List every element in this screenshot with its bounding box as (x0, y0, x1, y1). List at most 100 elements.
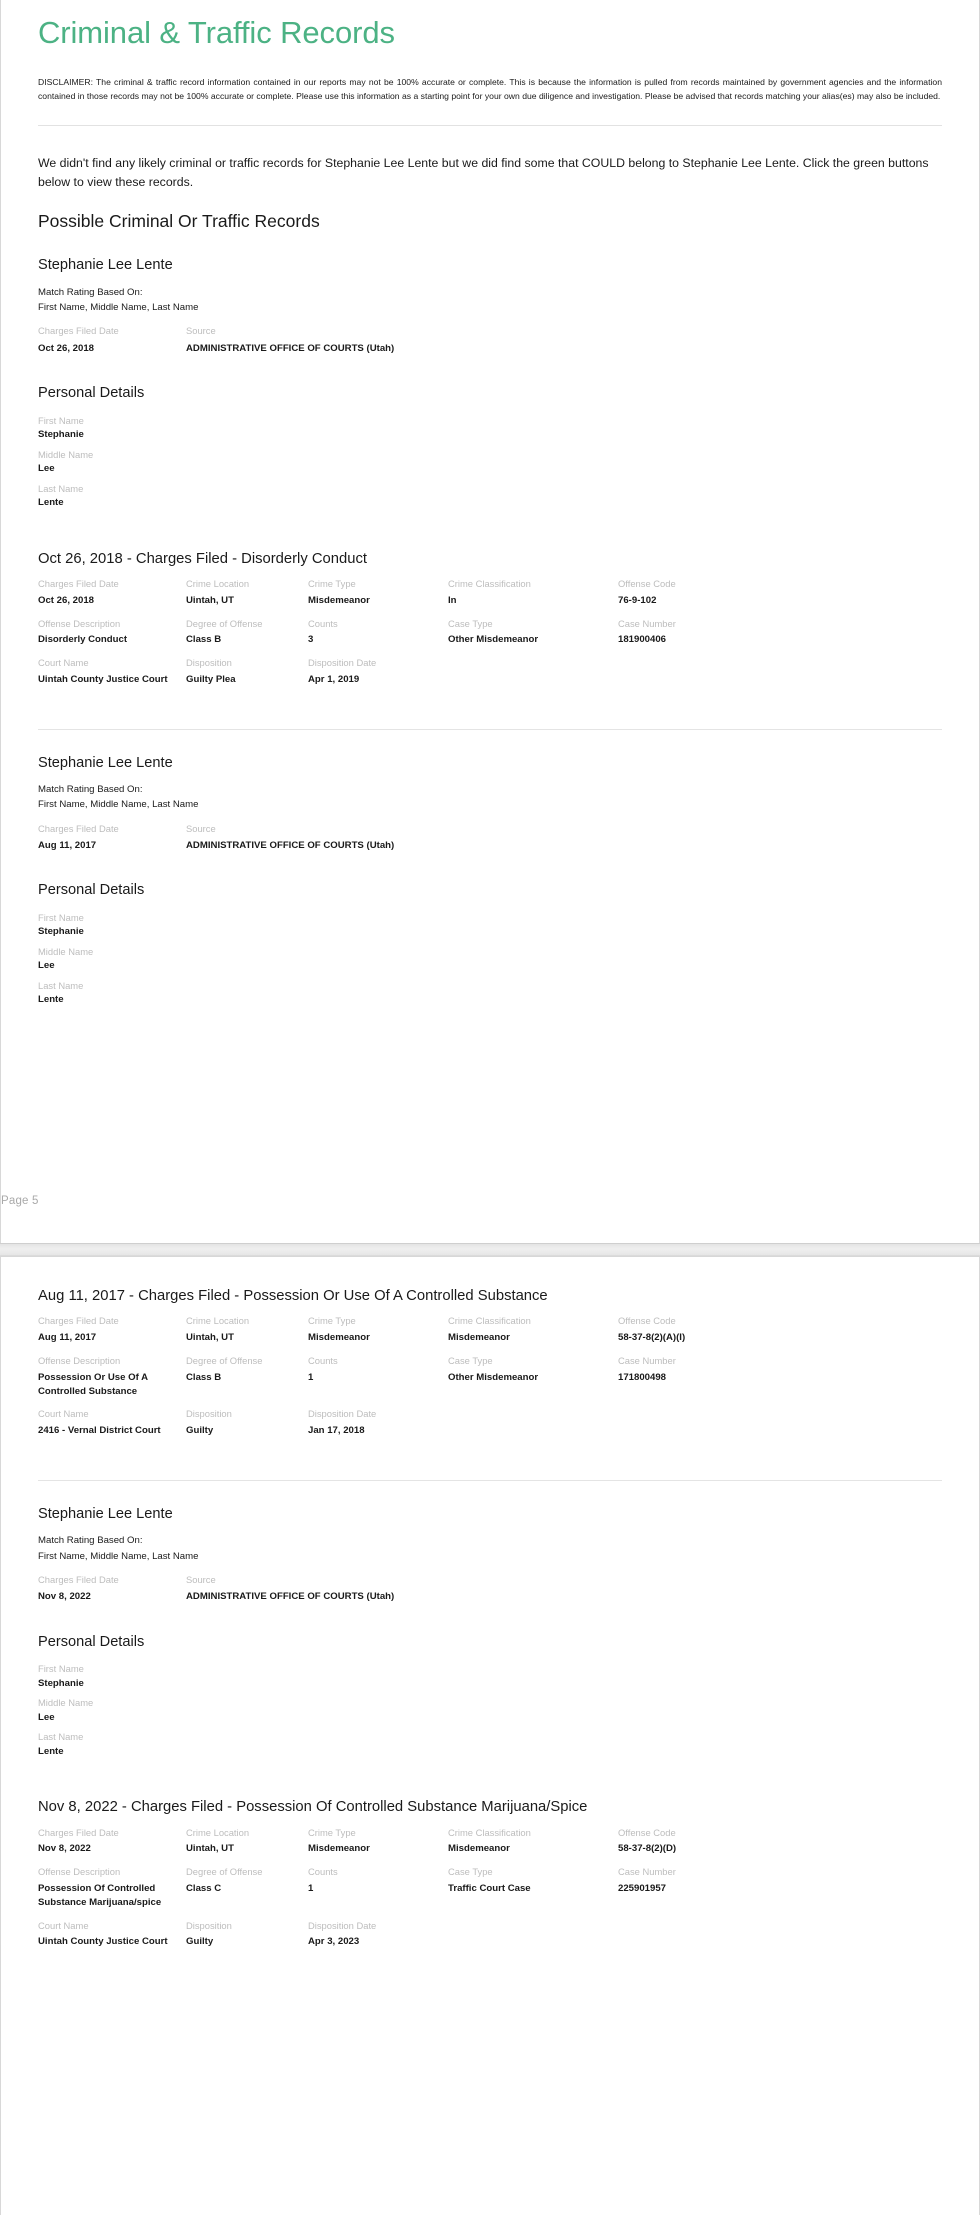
disposition-date-label: Disposition Date (308, 657, 377, 669)
offense-code-value: 58-37-8(2)(A)(I) (618, 1332, 686, 1344)
charges-filed-date-value: Oct 26, 2018 (38, 342, 95, 354)
offense-description-label: Offense Description (38, 1866, 121, 1878)
case-number-value: 181900406 (618, 634, 667, 646)
counts-value: 3 (308, 634, 314, 646)
charges-filed-date-label: Charges Filed Date (38, 1826, 119, 1838)
charge-heading: Aug 11, 2017 - Charges Filed - Possessio… (38, 1288, 548, 1304)
source-label: Source (186, 1574, 216, 1585)
crime-location-value: Uintah, UT (186, 1843, 234, 1855)
spacer-cell (618, 1919, 778, 1936)
court-name-value: 2416 - Vernal District Court (38, 1425, 161, 1437)
match-rating-label: Match Rating Based On: (38, 783, 143, 795)
court-name-label: Court Name (38, 1408, 89, 1420)
disposition-label: Disposition (186, 1408, 232, 1420)
record-subject-name: Stephanie Lee Lente (38, 257, 173, 274)
source-value: ADMINISTRATIVE OFFICE OF COURTS (Utah) (186, 839, 395, 851)
last-name-value: Lente (38, 994, 64, 1006)
case-number-label: Case Number (618, 1355, 676, 1367)
middle-name-label: Middle Name (38, 945, 94, 957)
match-rating-value: First Name, Middle Name, Last Name (38, 799, 199, 811)
source-label: Source (186, 325, 216, 337)
crime-type-label: Crime Type (308, 578, 356, 590)
last-name-value: Lente (38, 497, 64, 509)
middle-name-value: Lee (38, 463, 55, 475)
spacer-cell (448, 1424, 618, 1447)
disposition-value: Guilty (186, 1936, 214, 1948)
crime-type-label: Crime Type (308, 1315, 356, 1327)
charges-filed-date-value: Aug 11, 2017 (38, 839, 97, 851)
charges-filed-date-label: Charges Filed Date (38, 1315, 119, 1327)
degree-of-offense-label: Degree of Offense (186, 1866, 263, 1878)
offense-code-label: Offense Code (618, 1826, 676, 1838)
match-rating-value: First Name, Middle Name, Last Name (38, 1550, 199, 1562)
disposition-value: Guilty Plea (186, 673, 236, 685)
record-summary-grid: Charges Filed Date Source Nov 8, 2022 AD… (38, 1573, 458, 1604)
charges-filed-date-label: Charges Filed Date (38, 1574, 119, 1585)
charges-filed-date-label: Charges Filed Date (38, 822, 119, 834)
record-block: Stephanie Lee Lente Match Rating Based O… (38, 232, 942, 695)
charges-filed-date-value: Nov 8, 2022 (38, 1843, 91, 1855)
first-name-value: Stephanie (38, 429, 84, 441)
charges-filed-date-value: Aug 11, 2017 (38, 1332, 97, 1344)
middle-name-value: Lee (38, 960, 55, 972)
spacer-cell (618, 673, 778, 696)
court-name-value: Uintah County Justice Court (38, 673, 168, 685)
charge-detail-grid: Charges Filed Date Crime Location Crime … (38, 577, 838, 696)
charges-filed-date-label: Charges Filed Date (38, 578, 119, 590)
crime-classification-value: Misdemeanor (448, 1332, 510, 1344)
offense-code-label: Offense Code (618, 578, 676, 590)
crime-location-label: Crime Location (186, 1826, 250, 1838)
disposition-label: Disposition (186, 657, 232, 669)
crime-location-value: Uintah, UT (186, 1332, 234, 1344)
disposition-date-label: Disposition Date (308, 1919, 377, 1931)
case-number-label: Case Number (618, 1866, 676, 1878)
record-block: Stephanie Lee Lente Match Rating Based O… (38, 730, 942, 1008)
record-block: Stephanie Lee Lente Match Rating Based O… (38, 1481, 942, 1958)
last-name-label: Last Name (38, 979, 84, 991)
disposition-label: Disposition (186, 1919, 232, 1931)
header-divider (38, 125, 942, 127)
page-title: Criminal & Traffic Records (38, 15, 395, 50)
charges-filed-date-value: Oct 26, 2018 (38, 594, 95, 606)
court-name-value: Uintah County Justice Court (38, 1936, 168, 1948)
page-number-footer: Page 5 (1, 1195, 39, 1207)
source-value: ADMINISTRATIVE OFFICE OF COURTS (Utah) (186, 1591, 395, 1603)
personal-details-title: Personal Details (38, 1633, 145, 1650)
case-type-label: Case Type (448, 1866, 493, 1878)
spacer-cell (618, 1424, 778, 1447)
record-summary-grid: Charges Filed Date Source Oct 26, 2018 A… (38, 324, 458, 355)
crime-location-label: Crime Location (186, 578, 250, 590)
offense-description-value: Possession Or Use Of A Controlled Substa… (38, 1371, 148, 1397)
last-name-value: Lente (38, 1745, 64, 1757)
first-name-label: First Name (38, 1663, 84, 1675)
offense-description-value: Possession Of Controlled Substance Marij… (38, 1882, 162, 1908)
offense-code-label: Offense Code (618, 1315, 676, 1327)
case-type-value: Other Misdemeanor (448, 1371, 539, 1383)
counts-value: 1 (308, 1882, 314, 1894)
case-type-label: Case Type (448, 1355, 493, 1367)
crime-type-value: Misdemeanor (308, 594, 370, 606)
offense-code-value: 76-9-102 (618, 594, 657, 606)
personal-details-list: First Name Stephanie Middle Name Lee Las… (38, 911, 942, 1008)
spacer-cell (618, 656, 778, 673)
first-name-value: Stephanie (38, 1677, 84, 1689)
report-page-1: Criminal & Traffic Records DISCLAIMER: T… (0, 0, 980, 1243)
case-type-label: Case Type (448, 617, 493, 629)
disclaimer-text: DISCLAIMER: The criminal & traffic recor… (38, 77, 942, 101)
last-name-label: Last Name (38, 1731, 84, 1743)
offense-description-label: Offense Description (38, 1355, 121, 1367)
middle-name-label: Middle Name (38, 1697, 94, 1709)
charges-filed-date-label: Charges Filed Date (38, 325, 119, 337)
crime-type-label: Crime Type (308, 1826, 356, 1838)
spacer-cell (448, 1407, 618, 1424)
spacer-cell (448, 1935, 618, 1958)
degree-of-offense-value: Class B (186, 1371, 222, 1383)
case-type-value: Other Misdemeanor (448, 634, 539, 646)
crime-classification-label: Crime Classification (448, 1826, 531, 1838)
offense-description-value: Disorderly Conduct (38, 634, 128, 646)
charge-detail-grid: Charges Filed Date Crime Location Crime … (38, 1826, 838, 1959)
middle-name-value: Lee (38, 1711, 55, 1723)
offense-description-label: Offense Description (38, 617, 121, 629)
match-rating-label: Match Rating Based On: (38, 286, 143, 298)
court-name-label: Court Name (38, 657, 89, 669)
